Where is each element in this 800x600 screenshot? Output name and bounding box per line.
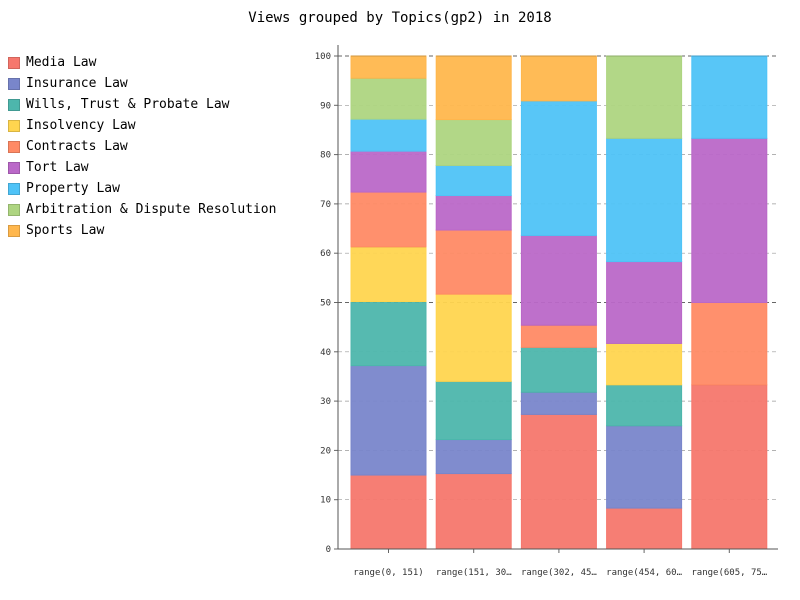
x-tick-label: range(0, 151)	[353, 568, 423, 578]
legend-item[interactable]: Wills, Trust & Probate Law	[8, 94, 276, 115]
y-tick-label: 20	[320, 446, 331, 456]
y-tick-label: 80	[320, 151, 331, 161]
bar-segment	[691, 55, 768, 139]
legend-swatch	[8, 161, 20, 174]
legend-label: Contracts Law	[26, 139, 128, 154]
legend-item[interactable]: Property Law	[8, 178, 276, 199]
bar-segment	[350, 365, 427, 476]
bar-segment	[520, 100, 597, 236]
legend-item[interactable]: Arbitration & Dispute Resolution	[8, 199, 276, 220]
x-tick-label: range(151, 30…	[436, 568, 512, 578]
bar-segment	[520, 55, 597, 102]
bar-segment	[606, 342, 683, 386]
bar-segment	[350, 301, 427, 367]
legend-label: Insurance Law	[26, 76, 128, 91]
x-tick-label: range(302, 45…	[521, 568, 597, 578]
y-tick-label: 10	[320, 496, 331, 506]
legend-item[interactable]: Contracts Law	[8, 136, 276, 157]
bar-segment	[606, 55, 683, 139]
legend-swatch	[8, 56, 20, 69]
bar-segment	[435, 229, 512, 295]
legend-swatch	[8, 98, 20, 111]
bar-segment	[691, 302, 768, 386]
bar-segment	[520, 324, 597, 348]
y-tick-label: 50	[320, 299, 331, 309]
legend-item[interactable]: Media Law	[8, 52, 276, 73]
legend-swatch	[8, 203, 20, 216]
bar-segment	[435, 164, 512, 197]
bar-segment	[520, 413, 597, 550]
bar-segment	[350, 246, 427, 303]
bar-segment	[350, 118, 427, 152]
legend-label: Sports Law	[26, 223, 105, 238]
legend-item[interactable]: Insolvency Law	[8, 115, 276, 136]
y-tick-label: 60	[320, 249, 331, 259]
legend-label: Property Law	[26, 181, 120, 196]
legend-swatch	[8, 77, 20, 90]
bar-segment	[691, 384, 768, 550]
legend-swatch	[8, 140, 20, 153]
bar-segment	[606, 137, 683, 263]
bar-segment	[691, 137, 768, 303]
legend-item[interactable]: Tort Law	[8, 157, 276, 178]
legend-swatch	[8, 182, 20, 195]
bar-segment	[350, 150, 427, 193]
x-tick-label: range(454, 60…	[606, 568, 682, 578]
bar-segment	[435, 380, 512, 441]
bar-segment	[350, 55, 427, 79]
bar-segment	[606, 425, 683, 509]
bar-segment	[606, 507, 683, 550]
bar-segment	[350, 77, 427, 120]
bar-segment	[435, 473, 512, 550]
bar-segment	[350, 474, 427, 550]
legend-label: Arbitration & Dispute Resolution	[26, 202, 277, 217]
bar-segment	[520, 346, 597, 393]
y-tick-label: 30	[320, 397, 331, 407]
legend-item[interactable]: Insurance Law	[8, 73, 276, 94]
bar-segment	[606, 261, 683, 344]
legend-label: Wills, Trust & Probate Law	[26, 97, 230, 112]
bar-segment	[606, 384, 683, 427]
bar-segment	[435, 119, 512, 166]
y-tick-label: 0	[326, 545, 331, 555]
y-tick-label: 90	[320, 101, 331, 111]
legend-label: Media Law	[26, 55, 97, 70]
legend-label: Insolvency Law	[26, 118, 136, 133]
legend-item[interactable]: Sports Law	[8, 220, 276, 241]
legend-label: Tort Law	[26, 160, 89, 175]
y-tick-label: 100	[315, 52, 331, 62]
bar-segment	[435, 55, 512, 121]
x-tick-label: range(605, 75…	[691, 568, 767, 578]
legend: Media Law Insurance Law Wills, Trust & Pro…	[8, 52, 276, 241]
legend-swatch	[8, 224, 20, 237]
chart-title: Views grouped by Topics(gp2) in 2018	[248, 10, 552, 26]
bar-segment	[435, 293, 512, 382]
bar-segment	[435, 439, 512, 475]
bar-segment	[520, 391, 597, 415]
y-tick-label: 70	[320, 200, 331, 210]
bar-segment	[520, 234, 597, 326]
bar-segment	[350, 191, 427, 248]
bar-segment	[435, 195, 512, 231]
y-tick-label: 40	[320, 348, 331, 358]
legend-swatch	[8, 119, 20, 132]
